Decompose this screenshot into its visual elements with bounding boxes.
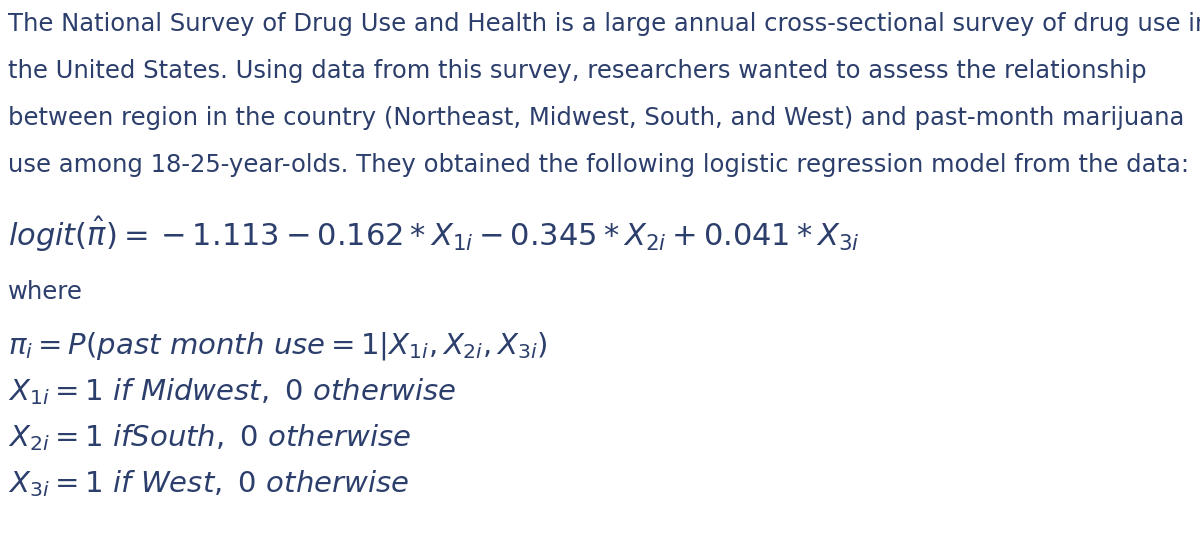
Text: use among 18-25-year-olds. They obtained the following logistic regression model: use among 18-25-year-olds. They obtained… (8, 153, 1189, 177)
Text: $\pi_i = P(\mathit{past\ month\ use} = 1 | X_{1i}, X_{2i}, X_{3i})$: $\pi_i = P(\mathit{past\ month\ use} = 1… (8, 330, 547, 362)
Text: $X_{2i} = 1\ \mathit{ifSouth},\ 0\ \mathit{otherwise}$: $X_{2i} = 1\ \mathit{ifSouth},\ 0\ \math… (8, 422, 412, 453)
Text: between region in the country (Northeast, Midwest, South, and West) and past-mon: between region in the country (Northeast… (8, 106, 1184, 130)
Text: where: where (8, 280, 83, 304)
Text: The National Survey of Drug Use and Health is a large annual cross-sectional sur: The National Survey of Drug Use and Heal… (8, 12, 1200, 36)
Text: $\mathit{logit}(\hat{\pi}) = -1.113 - 0.162 * X_{1i} - 0.345 * X_{2i} + 0.041 * : $\mathit{logit}(\hat{\pi}) = -1.113 - 0.… (8, 215, 859, 254)
Text: $X_{1i} = 1\ \mathit{if\ Midwest},\ 0\ \mathit{otherwise}$: $X_{1i} = 1\ \mathit{if\ Midwest},\ 0\ \… (8, 376, 456, 407)
Text: the United States. Using data from this survey, researchers wanted to assess the: the United States. Using data from this … (8, 59, 1147, 83)
Text: $X_{3i} = 1\ \mathit{if\ West},\ 0\ \mathit{otherwise}$: $X_{3i} = 1\ \mathit{if\ West},\ 0\ \mat… (8, 468, 409, 499)
